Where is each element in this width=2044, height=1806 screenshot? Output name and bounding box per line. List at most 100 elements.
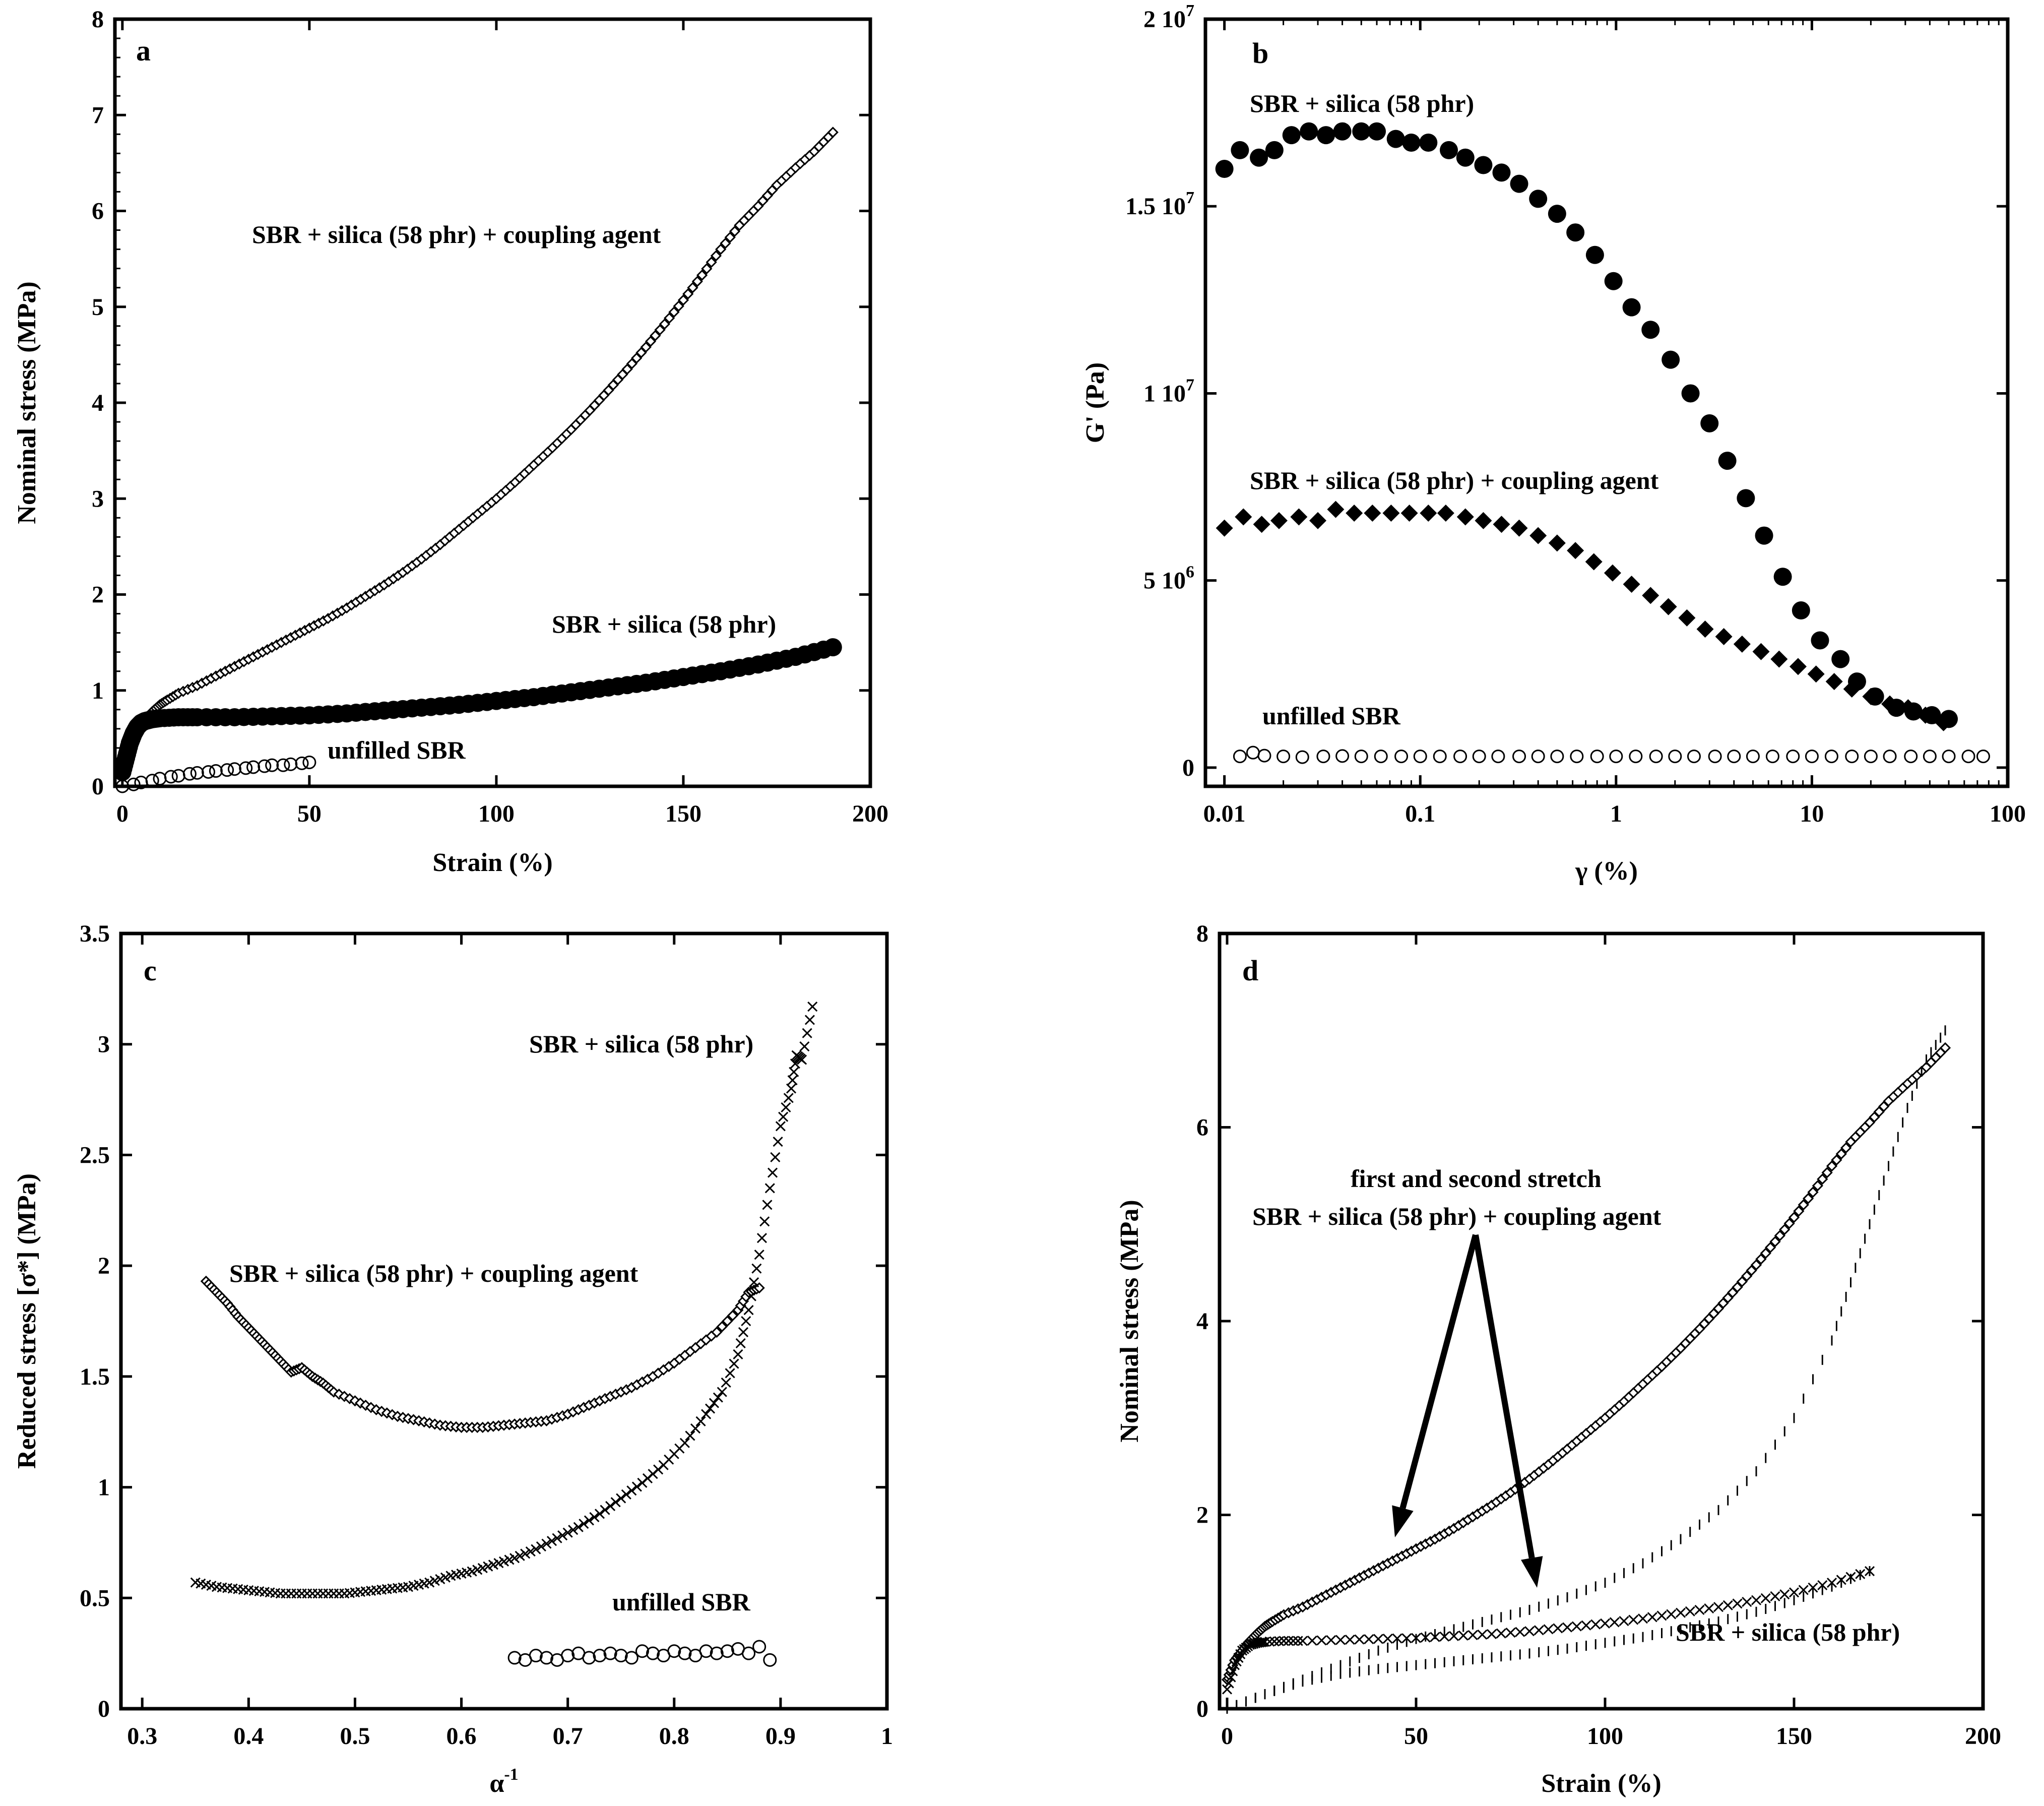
data-point <box>1531 750 1545 764</box>
y-axis-label: G' (Pa) <box>1081 362 1110 443</box>
data-point <box>827 127 839 138</box>
data-point <box>1647 1612 1657 1623</box>
data-point <box>1808 1582 1818 1593</box>
data-point <box>529 1649 543 1663</box>
data-point <box>1622 298 1641 317</box>
x-tick-label: 100 <box>1990 800 2026 827</box>
y-tick-label: 6 <box>92 198 104 225</box>
data-point <box>1722 1600 1733 1610</box>
data-point <box>1821 1167 1833 1178</box>
data-point <box>1812 1180 1823 1192</box>
data-point <box>1505 1628 1516 1638</box>
data-point <box>621 363 633 375</box>
data-point <box>1736 1276 1748 1287</box>
data-point <box>1666 1609 1677 1620</box>
data-point <box>1228 1666 1238 1676</box>
data-point <box>738 1327 749 1338</box>
x-tick-label: 150 <box>1776 1723 1812 1750</box>
data-point <box>1279 1636 1289 1646</box>
chart-panel-b: 0 5 106 1 107 1.5 107 2 107 0.01 0.1 1 10 100 γ (%… <box>1081 2 2026 886</box>
data-point <box>721 1377 731 1388</box>
data-point <box>1346 505 1363 522</box>
data-point <box>1718 452 1737 470</box>
data-point <box>1755 1253 1767 1265</box>
data-point <box>1649 750 1663 764</box>
data-point <box>1609 750 1623 764</box>
data-point <box>678 1646 692 1660</box>
data-point <box>1681 384 1700 403</box>
data-point <box>1392 1633 1402 1644</box>
x-tick-label: 0.1 <box>1405 800 1435 827</box>
data-point <box>1824 750 1838 764</box>
data-point <box>1694 1604 1705 1615</box>
data-point <box>720 237 731 249</box>
data-point <box>605 1501 616 1511</box>
data-point <box>1789 658 1807 675</box>
data-point <box>1779 1224 1791 1235</box>
data-point <box>1420 505 1437 522</box>
x-tick-label: 0.7 <box>553 1723 583 1750</box>
data-point <box>722 1315 733 1327</box>
data-point <box>1704 1603 1714 1614</box>
series-0 <box>200 1275 765 1434</box>
y-tick-label: 2 <box>98 1253 110 1279</box>
y-tick-label: 2.5 <box>80 1142 110 1168</box>
data-point <box>1628 1614 1639 1625</box>
data-point <box>616 1493 626 1504</box>
x-axis-label: γ (%) <box>1575 857 1638 886</box>
y-tick-label: 1 <box>92 677 104 704</box>
data-point <box>1566 223 1585 242</box>
data-point <box>525 1546 536 1557</box>
data-point <box>1685 1606 1695 1616</box>
data-point <box>1779 1589 1790 1600</box>
data-point <box>1419 134 1438 152</box>
data-point <box>276 758 290 772</box>
data-point <box>1510 519 1528 537</box>
data-point <box>568 1525 579 1535</box>
data-point <box>1600 1618 1611 1629</box>
data-point <box>1335 1635 1346 1645</box>
data-point <box>687 282 698 293</box>
data-point <box>799 1041 810 1052</box>
data-point <box>1439 1631 1450 1642</box>
data-point <box>1678 609 1696 627</box>
data-point <box>1883 750 1897 764</box>
data-point <box>1354 750 1368 764</box>
data-point <box>1524 1626 1535 1637</box>
data-point <box>759 1216 770 1227</box>
data-point <box>1276 750 1291 764</box>
chart-panel-c: 0 0.5 1 1.5 2 2.5 3 3.5 0.3 0.4 0.5 0.6 0.7 0.8 0.9 1 α-… <box>13 920 893 1798</box>
data-point <box>720 1644 734 1658</box>
data-point <box>1843 680 1861 698</box>
data-point <box>1765 1241 1776 1254</box>
x-tick-label: 0.4 <box>233 1723 264 1750</box>
data-point <box>713 1392 723 1403</box>
data-point <box>593 1649 607 1663</box>
data-point <box>584 1515 594 1526</box>
series-3 <box>1226 1566 1871 1714</box>
data-point <box>1448 1631 1459 1641</box>
data-point <box>1246 1639 1257 1650</box>
y-tick-label: 0 <box>1182 755 1194 781</box>
data-point <box>284 757 298 771</box>
data-point <box>1609 1617 1620 1628</box>
data-point <box>302 755 316 769</box>
data-point <box>690 1423 701 1434</box>
data-point <box>1835 1148 1847 1160</box>
y-tick-label: 3.5 <box>80 920 110 947</box>
data-point <box>1486 1629 1497 1640</box>
data-point <box>1805 750 1819 764</box>
x-tick-label: 100 <box>1587 1723 1623 1750</box>
series-1 <box>1226 1025 1946 1714</box>
data-point <box>1307 1635 1317 1646</box>
data-point <box>746 1291 756 1301</box>
data-point <box>610 1497 621 1508</box>
data-point <box>1401 1633 1412 1644</box>
data-point <box>1510 174 1528 193</box>
data-point <box>1216 519 1233 537</box>
data-point <box>1570 750 1584 764</box>
data-point <box>679 1438 690 1448</box>
data-point <box>668 306 680 318</box>
data-point <box>1604 564 1621 582</box>
data-point <box>767 1167 778 1178</box>
